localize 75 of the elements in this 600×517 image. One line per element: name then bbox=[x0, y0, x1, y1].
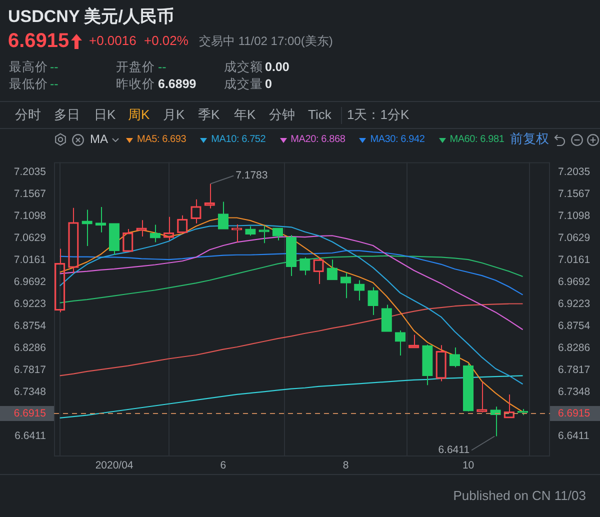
candlestick bbox=[108, 223, 120, 256]
text: +0.0016 bbox=[89, 33, 136, 49]
candlestick bbox=[150, 224, 160, 243]
candlestick bbox=[422, 344, 433, 386]
annotation: 6.6411 bbox=[438, 444, 470, 456]
y-tick-label: 6.7348 bbox=[14, 386, 46, 398]
text: -- bbox=[50, 60, 58, 74]
text: +0.02% bbox=[144, 33, 188, 49]
text: 多日 bbox=[54, 107, 80, 123]
y-tick-label: 6.7817 bbox=[14, 364, 46, 376]
y2-tick-label: 6.9692 bbox=[558, 276, 590, 288]
candlestick bbox=[95, 206, 106, 233]
legend-label: MA10: 6.752 bbox=[211, 134, 266, 146]
y-tick-label: 7.1567 bbox=[14, 188, 46, 200]
y2-tick-label: 6.6411 bbox=[558, 430, 590, 442]
candlestick bbox=[490, 406, 501, 437]
y2-tick-label: 7.1567 bbox=[558, 188, 590, 200]
text: 0 bbox=[265, 77, 272, 92]
legend-label: MA30: 6.942 bbox=[370, 134, 425, 146]
y2-tick-label: 7.1098 bbox=[558, 210, 590, 222]
text: 0.00 bbox=[265, 60, 290, 74]
text: 分钟 bbox=[269, 107, 295, 123]
text: 交易中 11/02 17:00(美东) bbox=[199, 34, 333, 49]
y2-tick-label: 7.0161 bbox=[558, 254, 590, 266]
y2-tick-label: 6.8286 bbox=[558, 342, 590, 354]
candlestick bbox=[82, 209, 92, 246]
x-tick-label: 8 bbox=[342, 460, 349, 472]
y-tick-label: 6.8286 bbox=[14, 342, 46, 354]
y-tick-label: 7.0629 bbox=[14, 232, 46, 244]
text: 1天：1分K bbox=[347, 107, 410, 123]
y2-tick-label: 6.9223 bbox=[558, 298, 590, 310]
text: 6.6899 bbox=[158, 77, 196, 92]
annotation: 7.1783 bbox=[236, 170, 268, 182]
y-tick-label: 7.0161 bbox=[14, 254, 46, 266]
candlestick bbox=[381, 304, 392, 332]
y2-tick-label: 7.2035 bbox=[558, 166, 590, 178]
text: 最低价 bbox=[9, 77, 48, 92]
x-tick-label: 10 bbox=[462, 460, 474, 472]
candlestick bbox=[286, 234, 297, 277]
text: 周K bbox=[128, 107, 150, 123]
legend-label: MA20: 6.868 bbox=[290, 134, 346, 146]
text: Published on CN 11/03 bbox=[453, 488, 586, 504]
text: 前复权 bbox=[510, 131, 549, 147]
text: 开盘价 bbox=[116, 60, 155, 74]
y-tick-label: 6.8754 bbox=[14, 320, 46, 332]
text: -- bbox=[158, 60, 166, 74]
ref-line-label: 6.6915 bbox=[14, 407, 46, 420]
text: MA bbox=[90, 132, 108, 147]
y2-tick-label: 6.7817 bbox=[558, 364, 590, 376]
y2-tick-label: 7.0629 bbox=[558, 232, 590, 244]
text: 6.6915 bbox=[558, 407, 590, 420]
y2-tick-label: 6.8754 bbox=[558, 320, 590, 332]
y-tick-label: 6.9223 bbox=[14, 298, 46, 310]
legend-label: MA5: 6.693 bbox=[137, 134, 186, 146]
y-tick-label: 7.2035 bbox=[14, 166, 46, 178]
text: -- bbox=[50, 77, 58, 92]
y-tick-label: 6.9692 bbox=[14, 276, 46, 288]
text: 成交量 bbox=[224, 77, 263, 92]
text: 日K bbox=[94, 107, 116, 123]
legend-label: MA60: 6.981 bbox=[450, 134, 504, 146]
text: Tick bbox=[308, 107, 332, 123]
x-tick-label: 6 bbox=[220, 460, 226, 472]
text: 成交额 bbox=[224, 60, 263, 74]
x-tick-label: 2020/04 bbox=[95, 460, 134, 472]
text: 年K bbox=[234, 107, 256, 123]
text: 分时 bbox=[15, 107, 41, 123]
y2-tick-label: 6.7348 bbox=[558, 386, 590, 398]
text: 昨收价 bbox=[116, 77, 155, 92]
chart-title: USDCNY 美元/人民币 bbox=[8, 7, 174, 27]
text: 最高价 bbox=[9, 60, 48, 74]
text: 季K bbox=[198, 107, 220, 123]
text: 6.6915 bbox=[8, 30, 70, 52]
y-tick-label: 6.6411 bbox=[14, 430, 46, 442]
text: 月K bbox=[163, 107, 185, 123]
y-tick-label: 7.1098 bbox=[14, 210, 46, 222]
